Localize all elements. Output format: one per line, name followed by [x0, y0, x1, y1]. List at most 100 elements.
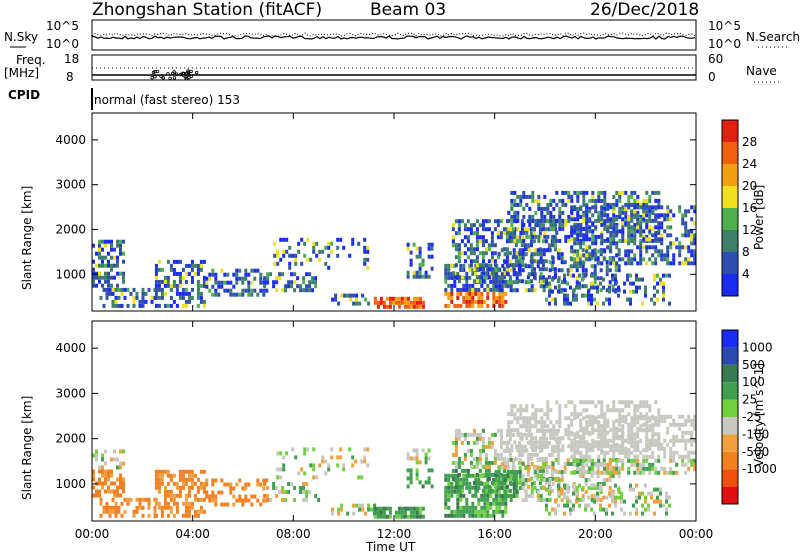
nsearch-trace [91, 32, 696, 37]
velocity-echo-cell [493, 484, 497, 489]
velocity-echo-cell [612, 424, 616, 429]
velocity-echo-cell [651, 422, 655, 427]
velocity-echo-cell [444, 513, 448, 518]
velocity-echo-cell [657, 438, 661, 443]
power-echo-cell [530, 260, 534, 265]
power-echo-cell [633, 205, 637, 210]
power-echo-cell [546, 202, 550, 207]
power-echo-cell [524, 280, 528, 285]
velocity-echo-cell [681, 458, 685, 463]
velocity-echo-cell [621, 466, 625, 471]
power-echo-cell [526, 275, 530, 280]
velocity-echo-cell [388, 506, 392, 511]
velocity-echo-cell [563, 503, 566, 508]
velocity-echo-cell [651, 414, 655, 419]
power-echo-cell [492, 291, 496, 296]
velocity-echo-cell [98, 477, 101, 482]
power-echo-cell [263, 284, 267, 289]
power-echo-cell [475, 275, 479, 280]
velocity-echo-cell [465, 477, 469, 482]
velocity-echo-cell [579, 412, 583, 417]
power-echo-cell [486, 295, 490, 300]
power-echo-cell [590, 273, 593, 278]
velocity-echo-cell [469, 452, 473, 457]
power-echo-cell [627, 222, 631, 227]
velocity-echo-cell [101, 485, 104, 490]
velocity-echo-cell [600, 430, 604, 435]
velocity-echo-cell [651, 426, 655, 431]
velocity-echo-cell [665, 495, 668, 500]
velocity-echo-cell [181, 501, 185, 506]
velocity-echo-cell [385, 514, 389, 519]
power-echo-cell [603, 213, 607, 218]
power-echo-cell [211, 268, 215, 273]
velocity-echo-cell [193, 493, 197, 498]
power-echo-cell [662, 289, 665, 294]
power-echo-cell [588, 217, 592, 222]
power-echo-cell [478, 235, 482, 240]
power-echo-cell [570, 245, 574, 250]
velocity-echo-cell [454, 452, 458, 457]
power-echo-cell [536, 252, 540, 257]
velocity-echo-cell [400, 510, 404, 515]
xtick-label: 00:00 [679, 527, 714, 541]
power-echo-cell [107, 283, 110, 288]
velocity-echo-cell [394, 510, 398, 515]
velocity-echo-cell [305, 498, 309, 502]
power-echo-cell [660, 257, 664, 262]
power-echo-cell [517, 235, 521, 240]
velocity-echo-cell [193, 473, 197, 478]
power-echo-cell [92, 267, 95, 272]
velocity-echo-cell [315, 475, 319, 480]
power-echo-cell [530, 256, 534, 261]
velocity-echo-cell [614, 499, 617, 504]
velocity-echo-cell [519, 444, 523, 449]
power-echo-cell [603, 249, 607, 254]
velocity-echo-cell [659, 487, 662, 492]
power-echo-cell [263, 276, 267, 281]
velocity-echo-cell [630, 424, 634, 429]
velocity-echo-cell [549, 436, 553, 441]
velocity-echo-cell [573, 432, 577, 437]
velocity-echo-cell [415, 456, 419, 461]
power-echo-cell [483, 287, 487, 292]
power-echo-cell [116, 263, 119, 268]
power-echo-cell [690, 241, 694, 246]
velocity-echo-cell [284, 490, 288, 494]
power-echo-cell [530, 272, 534, 277]
power-echo-cell [545, 248, 549, 253]
power-echo-cell [542, 248, 546, 253]
power-echo-cell [572, 252, 576, 257]
velocity-echo-cell [573, 408, 577, 413]
power-echo-cell [427, 254, 431, 259]
velocity-echo-cell [528, 428, 532, 433]
power-echo-cell [430, 254, 434, 259]
power-echo-cell [600, 241, 604, 246]
velocity-echo-cell [266, 494, 270, 498]
velocity-echo-cell [591, 444, 595, 449]
power-echo-cell [541, 223, 545, 228]
power-echo-cell [418, 250, 422, 255]
power-echo-cell [563, 277, 566, 282]
power-echo-cell [202, 259, 206, 264]
power-echo-cell [636, 261, 640, 266]
power-echo-cell [581, 248, 585, 253]
velocity-echo-cell [629, 483, 632, 488]
velocity-echo-cell [665, 507, 668, 512]
power-echo-cell [154, 291, 158, 296]
velocity-echo-cell [138, 505, 142, 510]
velocity-echo-cell [540, 436, 544, 441]
power-echo-cell [490, 231, 494, 236]
velocity-echo-cell [684, 470, 688, 475]
power-echo-cell [483, 275, 487, 280]
power-echo-cell [366, 249, 370, 254]
power-colorbar-segment [722, 186, 738, 208]
velocity-echo-cell [545, 487, 548, 492]
velocity-echo-cell [609, 408, 613, 413]
power-echo-cell [475, 231, 479, 236]
velocity-echo-cell [199, 469, 203, 474]
velocity-echo-cell [468, 505, 472, 510]
velocity-echo-cell [119, 481, 122, 486]
power-echo-cell [199, 259, 203, 264]
power-echo-cell [552, 218, 556, 223]
